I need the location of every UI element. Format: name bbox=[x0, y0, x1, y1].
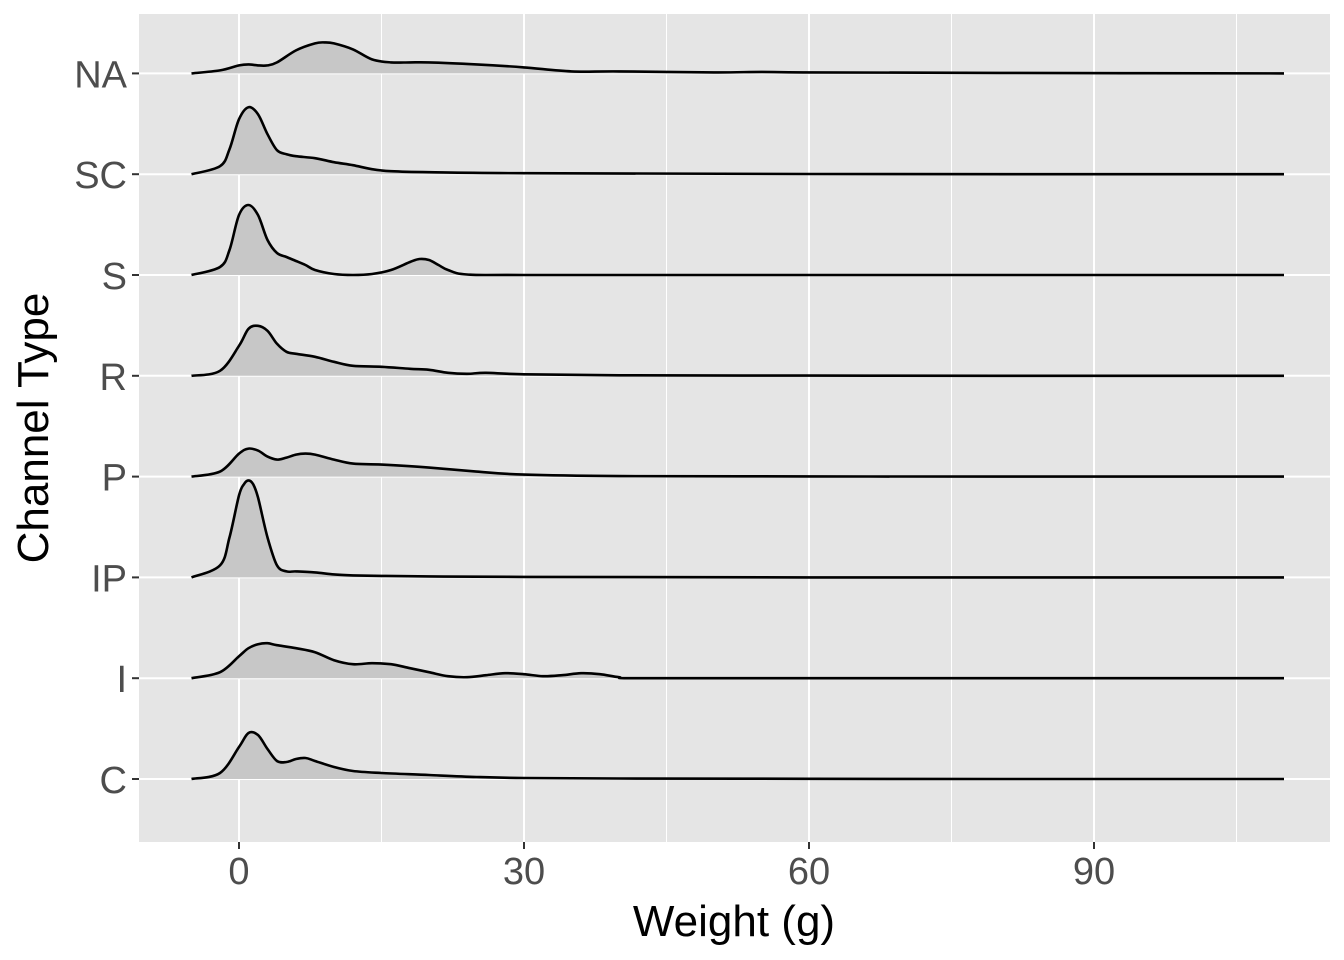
y-axis-title: Channel Type bbox=[9, 293, 58, 564]
minor-gridlines bbox=[381, 14, 1237, 842]
x-axis-title: Weight (g) bbox=[633, 897, 835, 946]
y-tick-label: C bbox=[100, 760, 127, 802]
x-tick-label: 60 bbox=[788, 851, 830, 893]
ridge-fill-C bbox=[191, 732, 1284, 779]
y-tick-label: SC bbox=[74, 155, 127, 197]
ridge-line-SC bbox=[191, 105, 1285, 176]
ridge-S bbox=[191, 203, 1284, 277]
ridge-fill-SC bbox=[191, 107, 1284, 175]
plot-panel bbox=[139, 14, 1330, 842]
y-tick-label: R bbox=[100, 357, 127, 399]
y-tick-label: IP bbox=[91, 558, 127, 600]
ridge-IP bbox=[191, 479, 1285, 579]
ridge-line-P bbox=[191, 447, 1284, 478]
y-tick-label: P bbox=[102, 458, 127, 500]
y-axis: C I IP P R S SC NA bbox=[74, 54, 139, 802]
ridge-line-I bbox=[191, 641, 1284, 680]
x-tick-label: 90 bbox=[1073, 851, 1115, 893]
ridge-R bbox=[191, 324, 1284, 378]
ridge-line-IP bbox=[191, 479, 1285, 579]
ridge-fill-S bbox=[191, 205, 1284, 276]
ridge-fill-I bbox=[191, 643, 1284, 679]
y-tick-label: NA bbox=[74, 54, 127, 96]
ridge-P bbox=[191, 447, 1284, 478]
y-tick-label: S bbox=[102, 256, 127, 298]
ridge-line-C bbox=[191, 730, 1284, 781]
x-axis: 0 30 60 90 bbox=[228, 842, 1115, 893]
x-tick-label: 0 bbox=[228, 851, 249, 893]
ridge-fill-NA bbox=[191, 42, 1284, 74]
density-ridges bbox=[191, 41, 1285, 781]
ridge-line-NA bbox=[191, 41, 1285, 75]
x-tick-label: 30 bbox=[503, 851, 545, 893]
ridge-fill-R bbox=[191, 325, 1284, 376]
ridge-line-R bbox=[191, 324, 1284, 378]
ridge-NA bbox=[191, 41, 1285, 75]
ridge-C bbox=[191, 730, 1284, 781]
ridge-I bbox=[191, 641, 1284, 680]
ridge-fill-P bbox=[191, 448, 1284, 477]
ridge-SC bbox=[191, 105, 1285, 176]
y-tick-label: I bbox=[116, 659, 127, 701]
ridge-line-S bbox=[191, 203, 1284, 277]
